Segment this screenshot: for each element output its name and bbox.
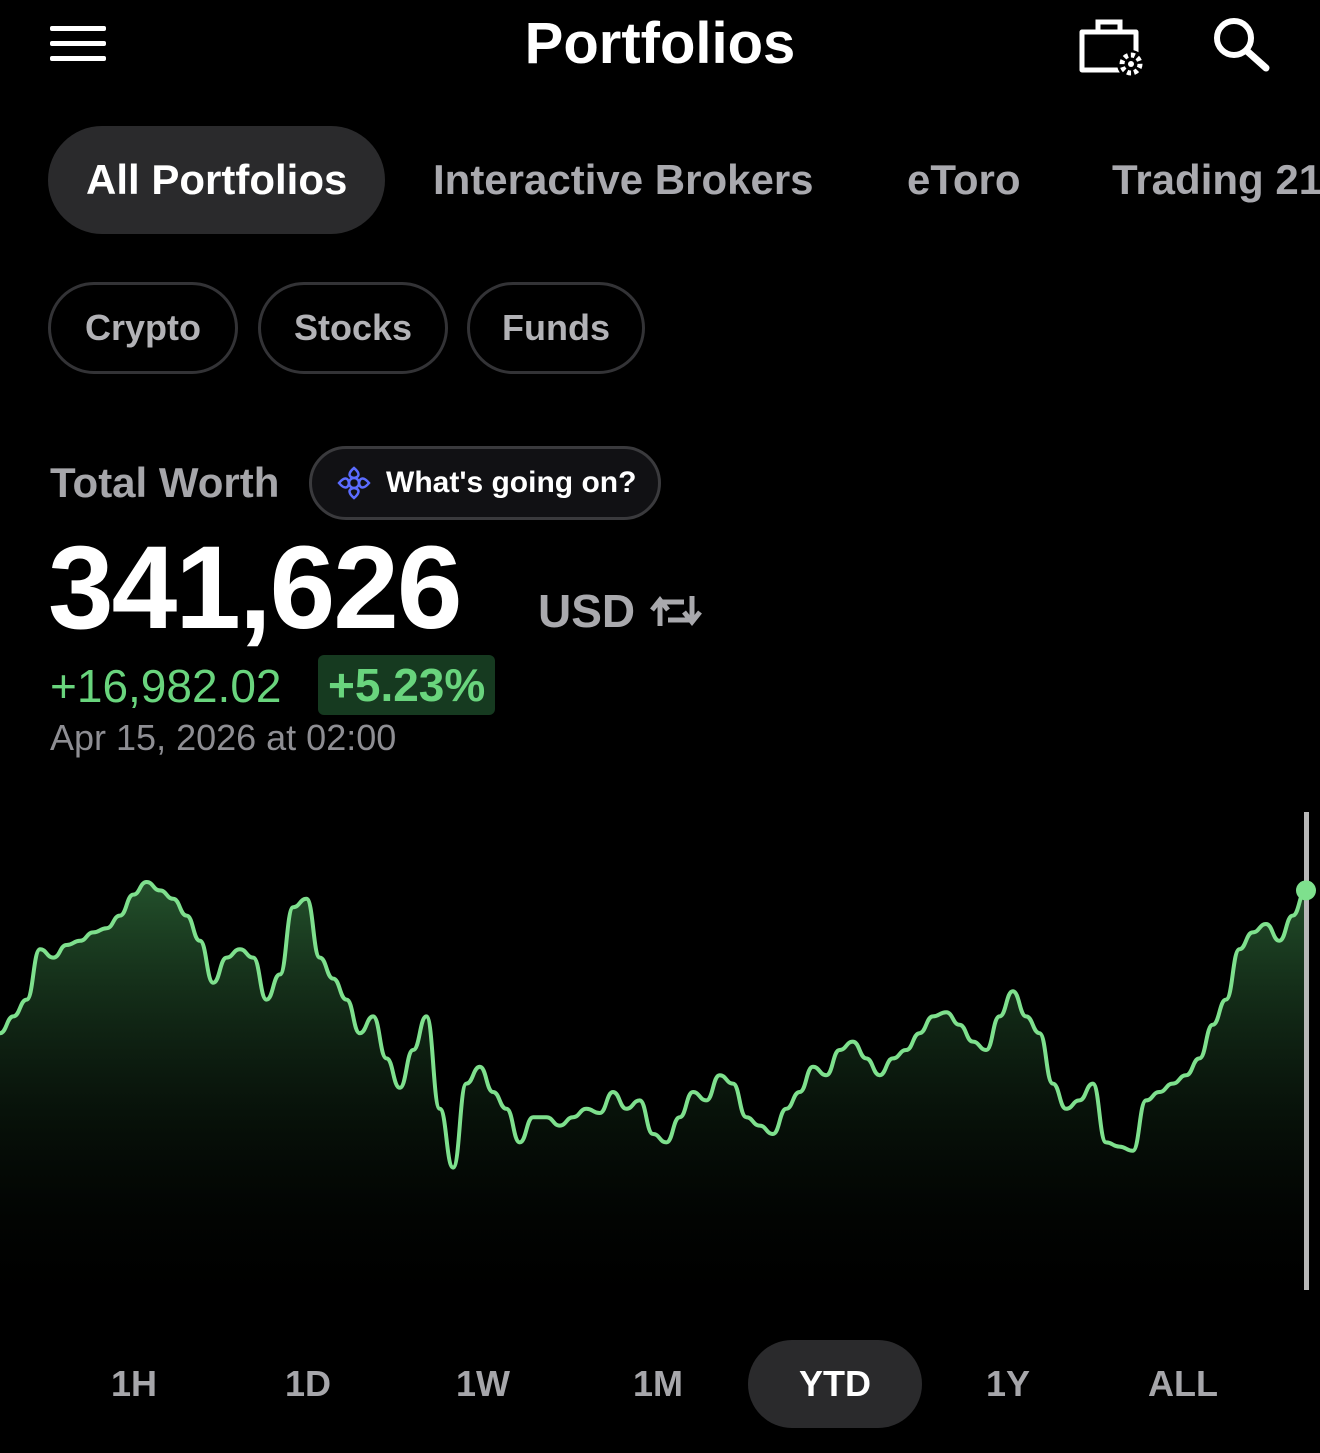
change-percent-badge: +5.23%	[318, 655, 496, 715]
whats-going-on-button[interactable]: What's going on?	[309, 446, 661, 520]
page-title: Portfolios	[524, 11, 796, 76]
search-icon[interactable]	[1210, 14, 1274, 74]
total-worth-label: Total Worth	[50, 459, 280, 506]
range-ytd[interactable]: YTD	[748, 1340, 922, 1428]
ai-sparkle-icon	[337, 466, 371, 500]
portfolio-chart[interactable]	[0, 800, 1320, 1320]
range-1y[interactable]: 1Y	[985, 1363, 1031, 1404]
menu-icon[interactable]	[50, 24, 106, 64]
range-1d[interactable]: 1D	[284, 1363, 332, 1404]
chart-current-point	[1296, 880, 1316, 901]
filter-chip-funds[interactable]: Funds	[467, 282, 645, 374]
timestamp: Apr 15, 2026 at 02:00	[50, 717, 397, 758]
whats-going-on-label: What's going on?	[386, 466, 637, 499]
chart-series-line	[0, 880, 1307, 1170]
tab-all-portfolios[interactable]: All Portfolios	[48, 126, 386, 234]
filter-chip-crypto[interactable]: Crypto	[48, 282, 238, 374]
tab-etoro[interactable]: eToro	[907, 156, 1021, 203]
currency-swap-icon[interactable]	[650, 588, 702, 634]
currency-label: USD	[538, 585, 636, 637]
chart-area-fill	[0, 882, 1306, 1320]
total-worth-value: 341,626	[48, 522, 463, 654]
portfolio-settings-icon[interactable]	[1076, 10, 1148, 80]
filter-chip-stocks[interactable]: Stocks	[258, 282, 448, 374]
range-all[interactable]: ALL	[1148, 1363, 1218, 1404]
portfolio-tabs: All Portfolios Interactive Brokers eToro…	[0, 126, 1320, 234]
chart-scrubber-line[interactable]	[1304, 812, 1309, 1290]
range-1w[interactable]: 1W	[456, 1363, 510, 1404]
range-1h[interactable]: 1H	[110, 1363, 158, 1404]
change-amount: +16,982.02	[50, 660, 282, 712]
tab-trading-212[interactable]: Trading 212	[1112, 156, 1320, 203]
range-1m[interactable]: 1M	[632, 1363, 683, 1404]
tab-interactive-brokers[interactable]: Interactive Brokers	[433, 156, 814, 203]
